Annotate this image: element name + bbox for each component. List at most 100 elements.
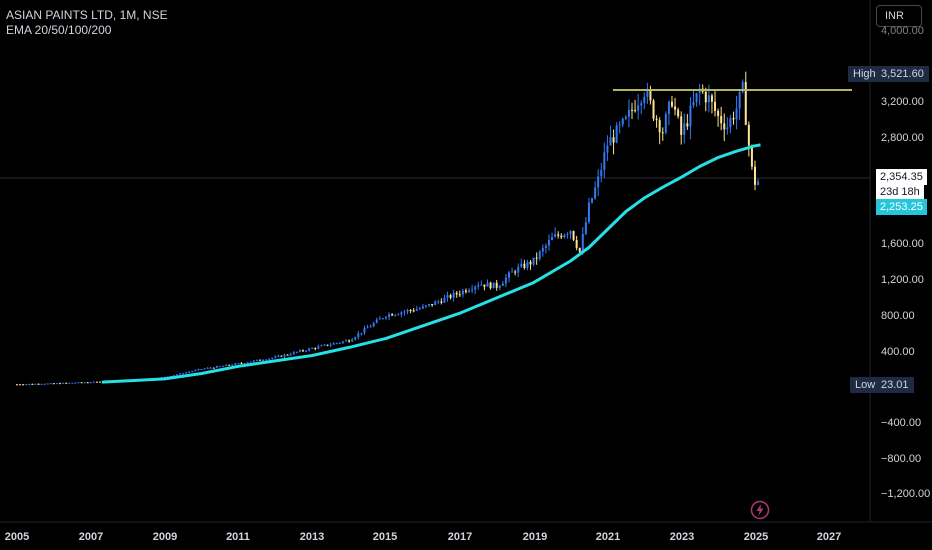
candle-down: [634, 109, 637, 111]
candle-down: [652, 100, 655, 119]
y-tick-label: 1,600.00: [881, 238, 924, 250]
candle-up: [397, 314, 400, 316]
candle-up: [71, 382, 74, 384]
candle-up: [341, 341, 344, 343]
candle-up: [289, 354, 292, 356]
candle-up: [311, 348, 314, 350]
y-tick-label: 1,200.00: [881, 274, 924, 286]
candle-down: [59, 383, 62, 385]
candle-up: [640, 103, 643, 106]
candle-up: [89, 382, 92, 384]
candle-up: [43, 383, 46, 385]
candle-down: [732, 118, 735, 120]
candle-up: [388, 314, 391, 317]
candle-up: [511, 271, 514, 273]
symbol-title[interactable]: ASIAN PAINTS LTD, 1M, NSE: [6, 8, 168, 22]
candle-up: [394, 314, 397, 316]
x-tick-label: 2005: [4, 531, 30, 543]
candle-down: [523, 263, 526, 268]
x-tick-label: 2019: [522, 531, 548, 543]
candle-down: [409, 310, 412, 312]
symbol-legend: ASIAN PAINTS LTD, 1M, NSE EMA 20/50/100/…: [6, 8, 168, 38]
candle-down: [680, 116, 683, 135]
candle-down: [658, 120, 661, 133]
candle-up: [175, 374, 178, 376]
candle-up: [265, 359, 268, 361]
candle-up: [446, 295, 449, 298]
candle-up: [643, 96, 646, 104]
candle-up: [218, 366, 221, 368]
x-tick-label: 2023: [669, 531, 695, 543]
candle-up: [526, 261, 529, 268]
candle-up: [738, 91, 741, 109]
y-tick-label: 3,200.00: [881, 96, 924, 108]
candle-down: [99, 381, 102, 383]
candle-up: [406, 310, 409, 312]
candle-up: [474, 286, 477, 290]
candle-up: [520, 263, 523, 267]
candle-up: [203, 368, 206, 370]
candle-up: [735, 108, 738, 120]
candle-up: [581, 233, 584, 252]
candle-down: [431, 303, 434, 306]
candle-up: [191, 371, 194, 373]
candle-up: [421, 306, 424, 309]
candle-down: [483, 284, 486, 287]
x-tick-label: 2017: [447, 531, 473, 543]
candle-down: [95, 381, 98, 383]
candle-up: [317, 346, 320, 349]
candle-up: [206, 367, 209, 369]
candle-down: [661, 132, 664, 134]
candle-up: [428, 303, 431, 306]
ema-line: [101, 143, 761, 384]
high-label: High: [848, 66, 881, 82]
candle-up: [587, 202, 590, 222]
candle-up: [726, 127, 729, 130]
lightning-icon[interactable]: [750, 500, 770, 520]
candle-down: [514, 271, 517, 273]
candle-up: [83, 382, 86, 384]
candle-up: [547, 240, 550, 246]
candle-up: [292, 352, 295, 355]
candle-up: [360, 332, 363, 334]
candle-up: [55, 383, 58, 385]
candle-down: [560, 235, 563, 238]
candle-up: [600, 169, 603, 177]
candle-up: [77, 382, 80, 384]
x-tick-label: 2011: [226, 531, 250, 543]
candle-up: [246, 362, 249, 364]
candle-down: [674, 106, 677, 110]
bar-countdown-tag: 23d 18h: [876, 184, 924, 200]
candle-up: [461, 290, 464, 295]
candle-up: [34, 383, 37, 385]
candle-down: [314, 348, 317, 350]
currency-button[interactable]: INR: [876, 5, 922, 27]
candle-up: [46, 383, 49, 385]
candle-up: [49, 383, 52, 385]
candle-up: [237, 363, 240, 365]
candle-up: [492, 282, 495, 289]
candle-down: [65, 382, 68, 384]
candle-up: [62, 382, 65, 384]
candle-down: [649, 90, 652, 101]
candle-up: [569, 231, 572, 235]
candle-up: [418, 308, 421, 310]
candle-down: [440, 301, 443, 303]
candle-up: [403, 311, 406, 313]
candle-up: [707, 95, 710, 103]
candle-up: [375, 319, 378, 323]
candle-down: [16, 384, 18, 386]
low-value-tag: 23.01: [876, 377, 914, 393]
candle-down: [458, 294, 461, 296]
candle-up: [689, 105, 692, 127]
candle-down: [575, 239, 578, 248]
candle-up: [357, 333, 360, 338]
candle-up: [591, 198, 594, 203]
candle-up: [606, 145, 609, 153]
candle-up: [532, 257, 535, 265]
candle-up: [378, 318, 381, 320]
candle-up: [437, 301, 440, 303]
indicator-title[interactable]: EMA 20/50/100/200: [6, 23, 112, 37]
candle-up: [338, 342, 341, 344]
